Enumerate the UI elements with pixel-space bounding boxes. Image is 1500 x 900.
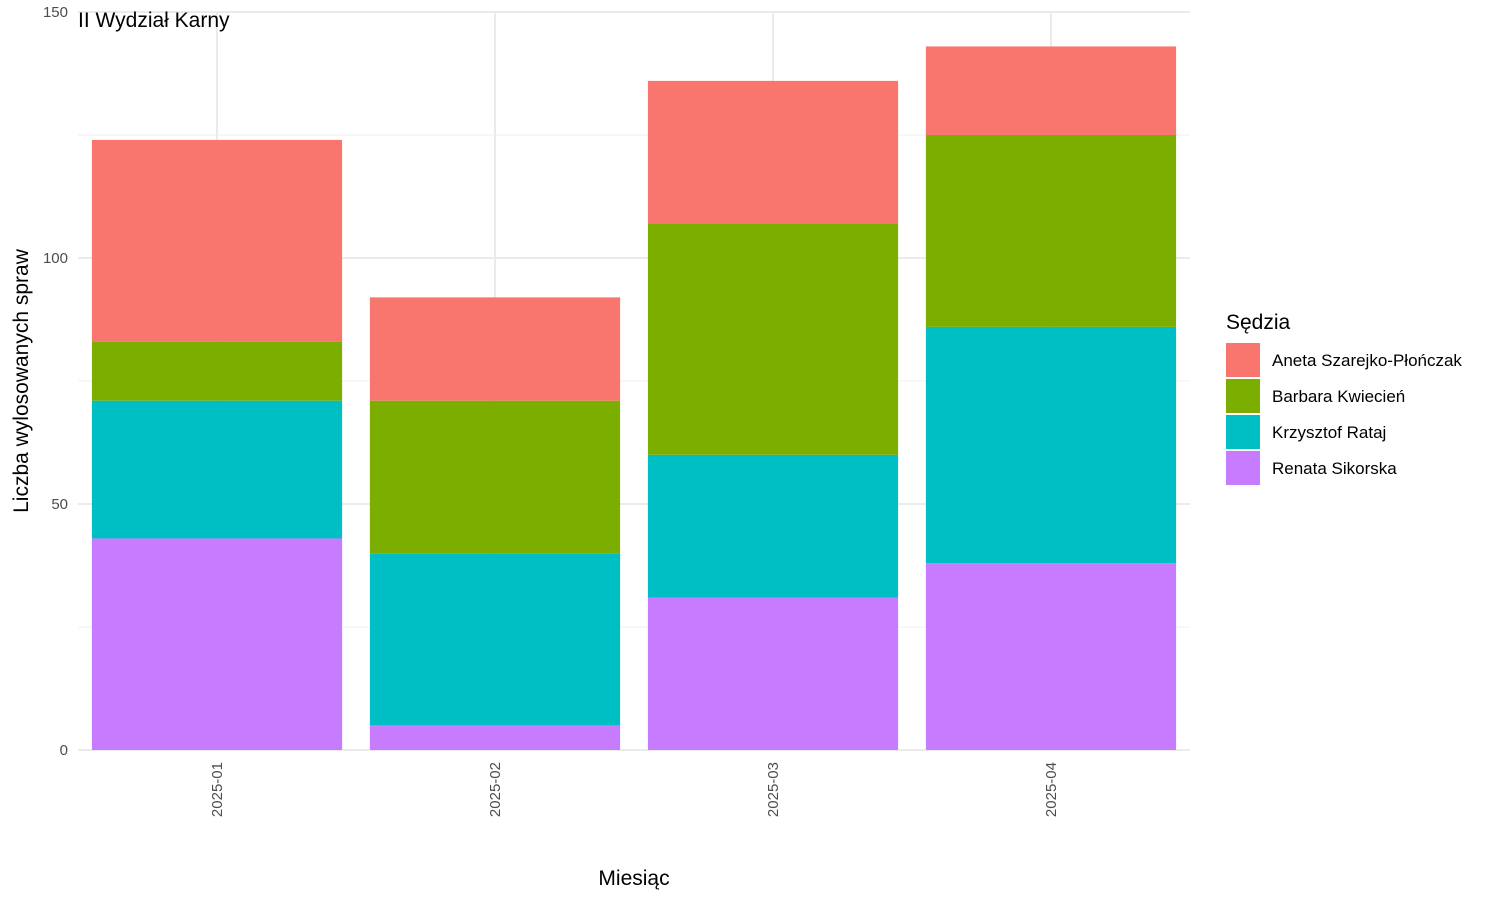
legend: Sędzia Aneta Szarejko-Płończak Barbara Kw… <box>1226 311 1462 485</box>
bar-segment <box>369 725 621 750</box>
x-tick-label: 2025-04 <box>1043 762 1060 817</box>
x-tick-label: 2025-02 <box>487 762 504 817</box>
bar-segment <box>647 223 899 455</box>
legend-label: Aneta Szarejko-Płończak <box>1272 351 1462 370</box>
bars <box>91 46 1177 750</box>
y-tick-label: 150 <box>43 4 68 21</box>
bar-segment <box>91 341 343 401</box>
legend-key <box>1226 379 1260 413</box>
chart-title: II Wydział Karny <box>78 9 230 32</box>
y-tick-label: 100 <box>43 250 68 267</box>
x-axis-ticks: 2025-01 2025-02 2025-03 2025-04 <box>209 762 1060 817</box>
y-axis-ticks: 0 50 100 150 <box>43 4 68 759</box>
y-tick-label: 50 <box>51 496 68 513</box>
bar-segment <box>925 326 1177 564</box>
bar-segment <box>91 538 343 750</box>
bar-segment <box>91 400 343 539</box>
bar-segment <box>925 135 1177 327</box>
legend-label: Krzysztof Rataj <box>1272 423 1386 442</box>
legend-label: Renata Sikorska <box>1272 459 1397 478</box>
bar-segment <box>369 297 621 401</box>
x-tick-label: 2025-03 <box>765 762 782 817</box>
x-tick-label: 2025-01 <box>209 762 226 817</box>
bar-segment <box>91 139 343 342</box>
legend-key <box>1226 451 1260 485</box>
legend-label: Barbara Kwiecień <box>1272 387 1405 406</box>
legend-title: Sędzia <box>1226 311 1291 334</box>
bar-segment <box>647 597 899 750</box>
legend-key <box>1226 343 1260 377</box>
bar-segment <box>925 46 1177 135</box>
y-tick-label: 0 <box>60 742 68 759</box>
bar-segment <box>369 553 621 726</box>
bar-segment <box>647 80 899 224</box>
x-axis-title: Miesiąc <box>598 867 669 890</box>
bar-segment <box>369 400 621 554</box>
bar-segment <box>925 563 1177 750</box>
legend-key <box>1226 415 1260 449</box>
bar-segment <box>647 454 899 598</box>
y-axis-title: Liczba wylosowanych spraw <box>10 248 33 513</box>
